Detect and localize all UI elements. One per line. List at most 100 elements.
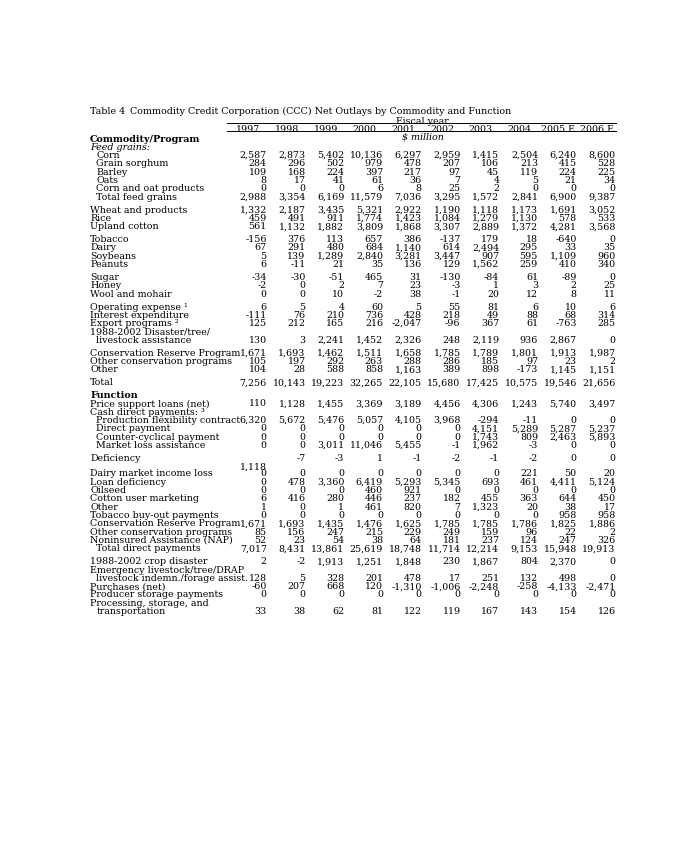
Text: 8,431: 8,431 [278,544,306,553]
Text: 6,320: 6,320 [239,416,267,425]
Text: 263: 263 [365,357,383,366]
Text: 480: 480 [326,244,345,252]
Text: Other: Other [90,503,118,511]
Text: 907: 907 [481,251,499,261]
Text: 0: 0 [299,425,306,433]
Text: 1,882: 1,882 [317,222,345,232]
Text: Direct payment: Direct payment [96,425,171,433]
Text: 6: 6 [610,303,615,311]
Text: 461: 461 [365,503,383,511]
Text: 0: 0 [299,290,306,299]
Text: 921: 921 [404,486,422,495]
Text: 0: 0 [571,184,577,193]
Text: 3,295: 3,295 [433,193,461,202]
Text: 2,187: 2,187 [278,206,306,214]
Text: 1: 1 [377,454,383,462]
Text: 1,173: 1,173 [511,206,538,214]
Text: -11: -11 [290,260,306,269]
Text: 0: 0 [610,557,615,566]
Text: 2,241: 2,241 [317,335,345,345]
Text: 97: 97 [526,357,538,366]
Text: 17: 17 [448,574,461,583]
Text: 0: 0 [532,511,538,520]
Text: 9,387: 9,387 [588,193,615,202]
Text: 229: 229 [404,528,422,537]
Text: 5,476: 5,476 [317,416,345,425]
Text: 119: 119 [520,168,538,177]
Text: 185: 185 [481,357,499,366]
Text: -2: -2 [529,454,538,462]
Text: 2003: 2003 [468,124,493,134]
Text: 33: 33 [255,607,267,616]
Text: 7: 7 [454,176,461,185]
Text: 693: 693 [481,478,499,486]
Text: Emergency livestock/tree/DRAP: Emergency livestock/tree/DRAP [90,565,244,575]
Text: 0: 0 [299,590,306,600]
Text: 0: 0 [610,184,615,193]
Text: Purchases (net): Purchases (net) [90,583,166,591]
Text: 13,861: 13,861 [311,544,345,553]
Text: $ million: $ million [402,132,443,142]
Text: -1,006: -1,006 [430,583,461,591]
Text: Producer storage payments: Producer storage payments [90,590,223,600]
Text: Other: Other [90,366,118,374]
Text: 5,345: 5,345 [433,478,461,486]
Text: 0: 0 [261,184,267,193]
Text: Loan deficiency: Loan deficiency [90,478,166,486]
Text: 0: 0 [338,432,345,442]
Text: 1,572: 1,572 [472,193,499,202]
Text: 0: 0 [571,590,577,600]
Text: 6,297: 6,297 [395,151,422,160]
Text: -1: -1 [451,441,461,450]
Text: 5,289: 5,289 [511,425,538,433]
Text: 1,789: 1,789 [472,348,499,358]
Text: 459: 459 [248,214,267,223]
Text: 4: 4 [493,176,499,185]
Text: 1,163: 1,163 [395,366,422,374]
Text: 126: 126 [597,607,615,616]
Text: 0: 0 [299,432,306,442]
Text: 0: 0 [454,511,461,520]
Text: 0: 0 [299,281,306,290]
Text: Total: Total [90,378,114,387]
Text: 0: 0 [571,454,577,462]
Text: 4,105: 4,105 [395,416,422,425]
Text: 1,118: 1,118 [240,462,267,471]
Text: 0: 0 [338,184,345,193]
Text: -763: -763 [555,319,577,328]
Text: 61: 61 [371,176,383,185]
Text: 81: 81 [487,303,499,311]
Text: -3: -3 [335,454,345,462]
Text: Processing, storage, and: Processing, storage, and [90,599,209,607]
Text: 168: 168 [287,168,306,177]
Text: 416: 416 [287,494,306,504]
Text: 0: 0 [416,469,422,479]
Text: Dairy market income loss: Dairy market income loss [90,469,213,479]
Text: 2005 E: 2005 E [541,124,575,134]
Text: 21,656: 21,656 [582,378,615,387]
Text: 132: 132 [520,574,538,583]
Text: 8: 8 [261,176,267,185]
Text: 1,332: 1,332 [239,206,267,214]
Text: Other conservation programs: Other conservation programs [90,528,232,537]
Text: 23: 23 [410,281,422,290]
Text: 249: 249 [443,528,461,537]
Text: 156: 156 [287,528,306,537]
Text: 207: 207 [443,160,461,168]
Text: 15,680: 15,680 [427,378,461,387]
Text: 960: 960 [597,251,615,261]
Text: 21: 21 [564,176,577,185]
Text: 76: 76 [294,311,306,320]
Text: 3,281: 3,281 [395,251,422,261]
Text: 1,084: 1,084 [434,214,461,223]
Text: 6,169: 6,169 [317,193,345,202]
Text: 8: 8 [571,290,577,299]
Text: 3,369: 3,369 [356,399,383,408]
Text: 197: 197 [287,357,306,366]
Text: Conservation Reserve Program: Conservation Reserve Program [90,519,241,529]
Text: 5,893: 5,893 [588,432,615,442]
Text: -640: -640 [555,235,577,245]
Text: 2: 2 [571,281,577,290]
Text: 225: 225 [597,168,615,177]
Text: 0: 0 [416,590,422,600]
